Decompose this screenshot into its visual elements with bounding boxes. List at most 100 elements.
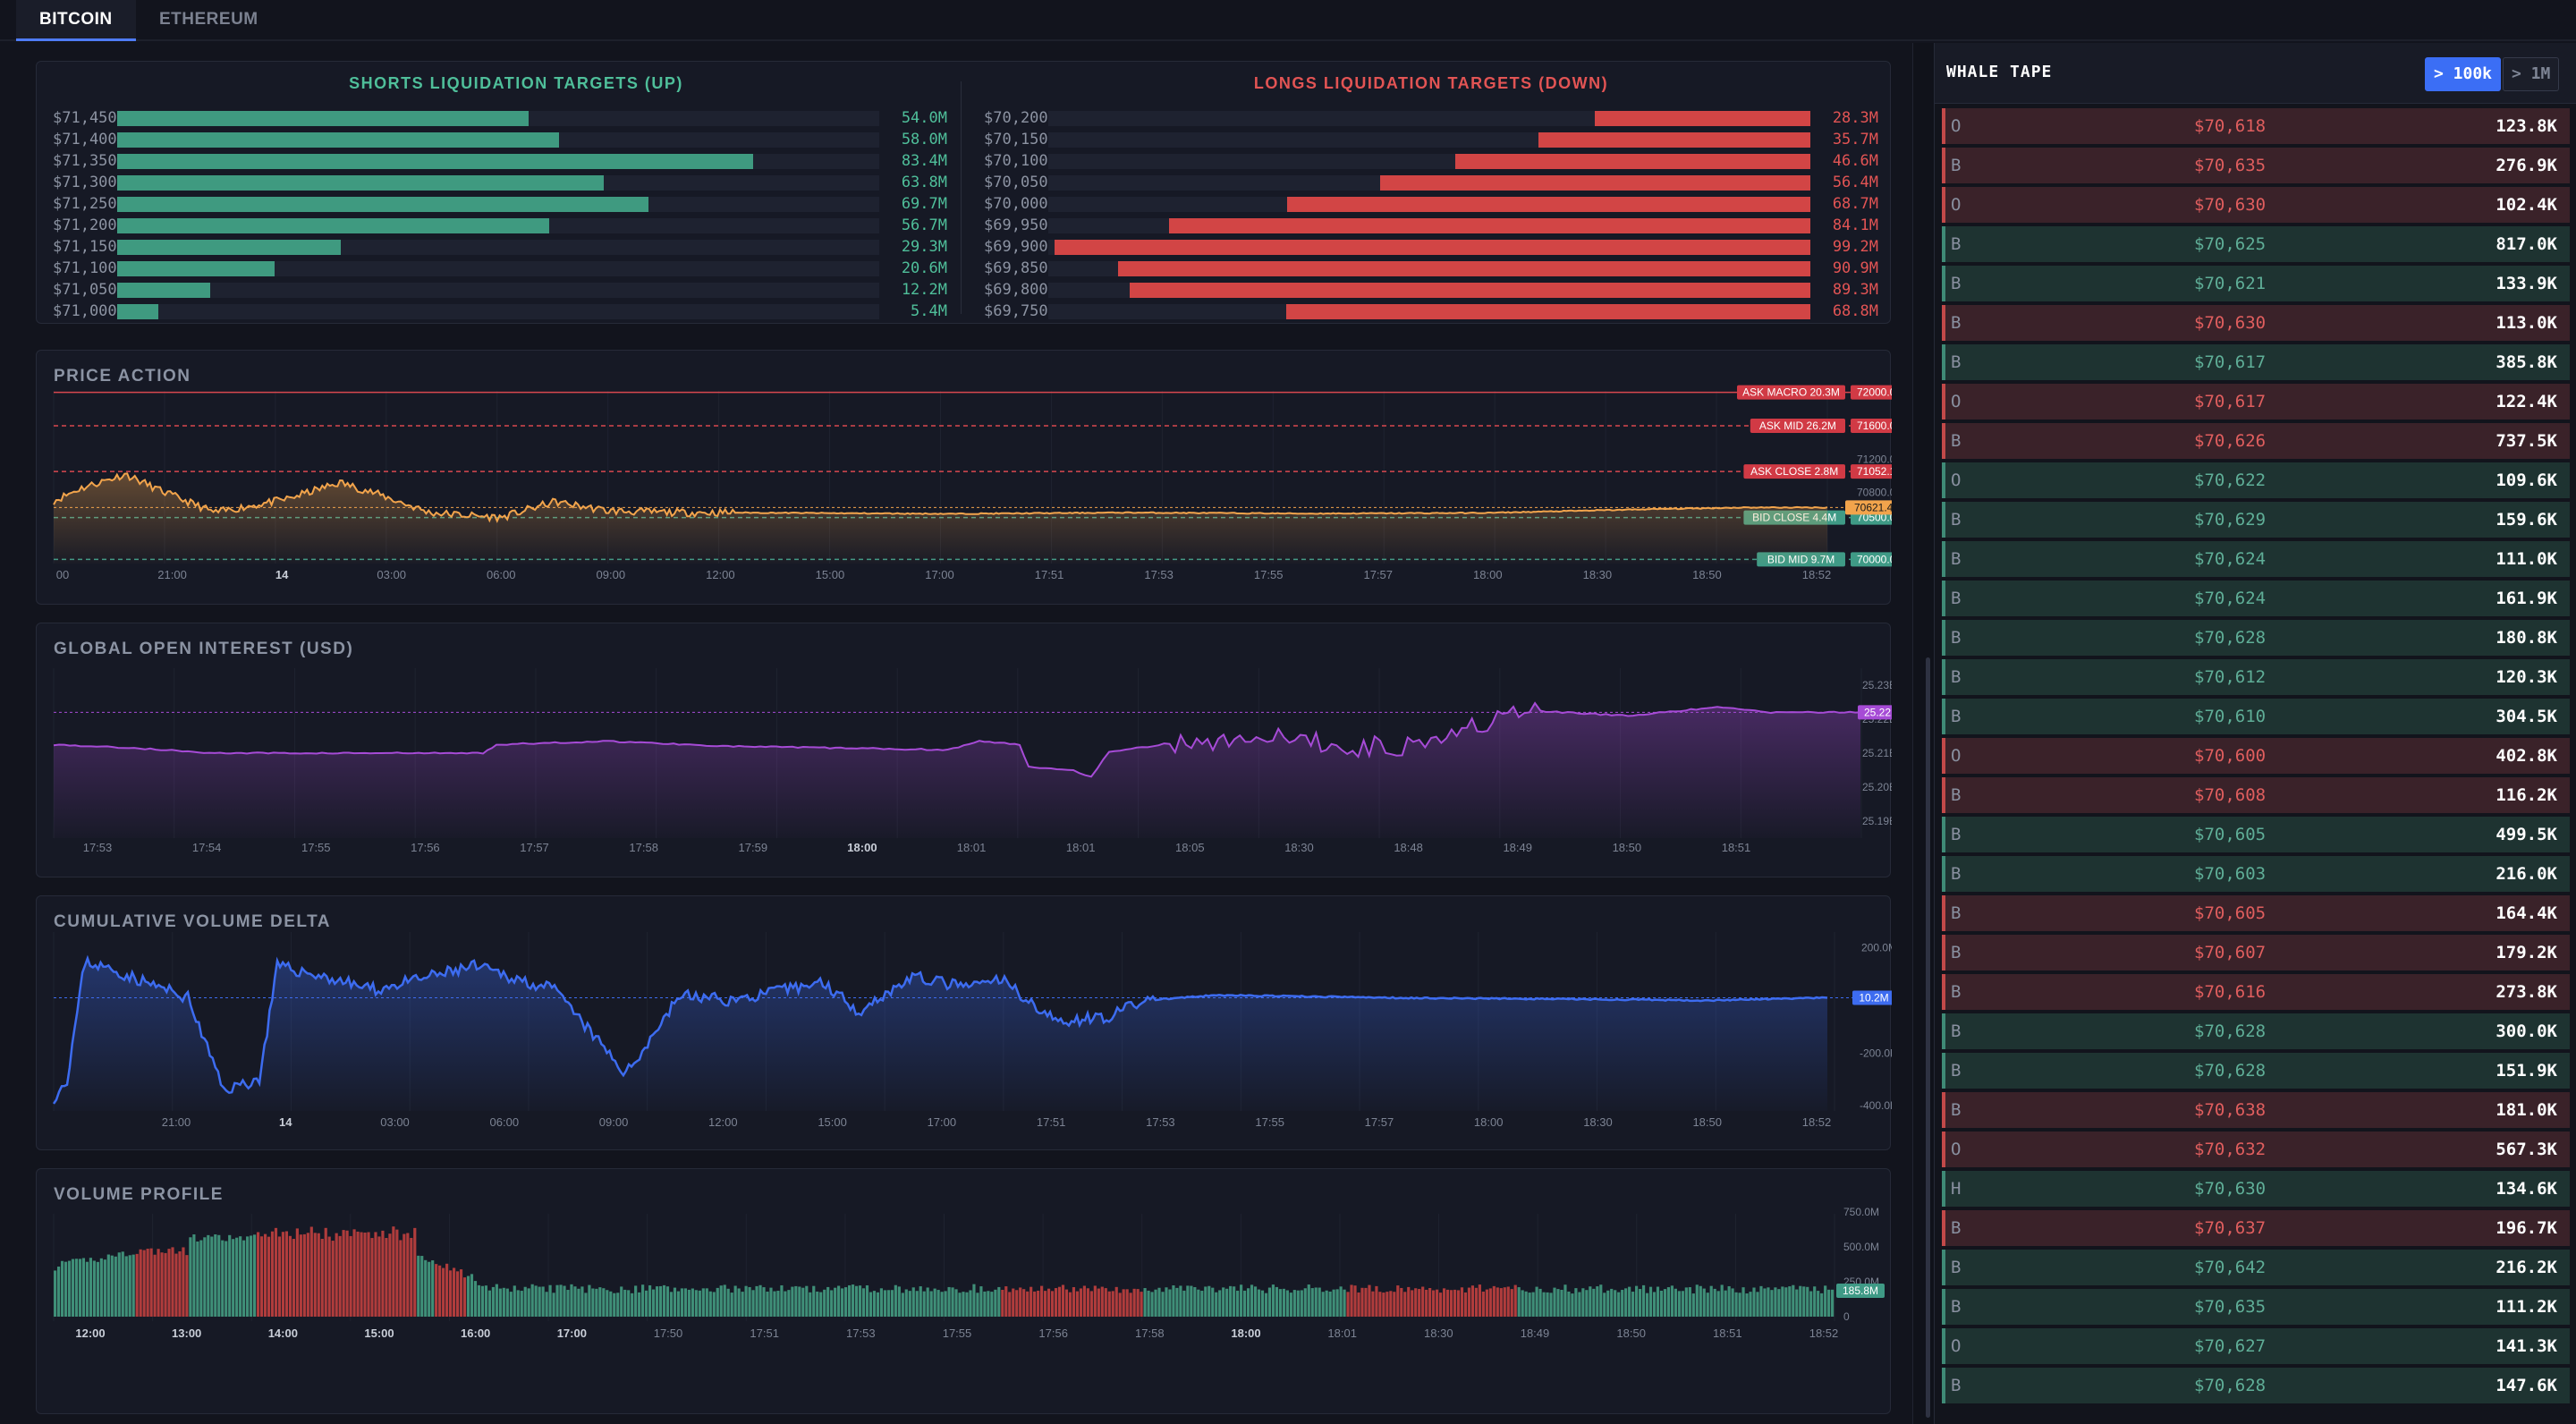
- volume-bar: [1784, 1287, 1788, 1317]
- x-tick-label: 14: [275, 568, 289, 581]
- whale-trade-row[interactable]: B $70,626 737.5K: [1942, 423, 2570, 459]
- volume-bar: [1617, 1292, 1621, 1317]
- whale-trade-row[interactable]: B $70,603 216.0K: [1942, 856, 2570, 892]
- volume-bar: [1411, 1290, 1414, 1317]
- whale-trade-row[interactable]: B $70,605 164.4K: [1942, 895, 2570, 931]
- open-interest-chart[interactable]: 25.23B25.22B25.21B25.20B25.19B25.22B17:5…: [37, 623, 1892, 878]
- shorts-liquidation-bar: [117, 111, 530, 126]
- volume-bar: [1535, 1286, 1538, 1317]
- current-cvd-badge-bg: [1852, 990, 1892, 1005]
- volume-bar: [758, 1284, 762, 1317]
- whale-trade-row[interactable]: O $70,627 141.3K: [1942, 1328, 2570, 1364]
- volume-bar: [933, 1288, 936, 1317]
- y-tick-label: 750.0M: [1843, 1206, 1879, 1218]
- volume-bar: [146, 1249, 149, 1317]
- volume-bar: [577, 1288, 580, 1317]
- whale-trade-row[interactable]: O $70,600 402.8K: [1942, 738, 2570, 774]
- volume-bar: [1253, 1286, 1258, 1317]
- whale-trade-row[interactable]: O $70,630 102.4K: [1942, 187, 2570, 223]
- trade-price: $70,622: [2194, 470, 2267, 490]
- whale-trade-row[interactable]: B $70,612 120.3K: [1942, 659, 2570, 695]
- whale-trade-row[interactable]: B $70,617 385.8K: [1942, 344, 2570, 380]
- trade-size: 276.9K: [2496, 156, 2557, 175]
- whale-trade-row[interactable]: H $70,630 134.6K: [1942, 1171, 2570, 1207]
- volume-bar: [1289, 1293, 1292, 1317]
- trade-exchange: B: [1951, 274, 1962, 293]
- volume-bar: [210, 1236, 214, 1317]
- whale-trade-row[interactable]: B $70,616 273.8K: [1942, 974, 2570, 1010]
- whale-trade-row[interactable]: B $70,628 147.6K: [1942, 1368, 2570, 1403]
- volume-bar: [1357, 1292, 1360, 1317]
- whale-trade-row[interactable]: B $70,635 276.9K: [1942, 148, 2570, 183]
- filter-100k-button[interactable]: > 100k: [2425, 57, 2502, 91]
- volume-bar: [1781, 1286, 1784, 1317]
- whale-trade-row[interactable]: B $70,624 161.9K: [1942, 581, 2570, 616]
- volume-bar: [908, 1291, 911, 1317]
- whale-trade-row[interactable]: B $70,608 116.2K: [1942, 777, 2570, 813]
- whale-trade-row[interactable]: B $70,629 159.6K: [1942, 502, 2570, 538]
- volume-bar: [442, 1267, 445, 1317]
- shorts-liquidation-row: $71,400 58.0M: [53, 130, 956, 149]
- liquidation-bar-track: [117, 218, 879, 233]
- scrollbar-thumb[interactable]: [1926, 657, 1930, 1418]
- whale-trade-row[interactable]: B $70,642 216.2K: [1942, 1250, 2570, 1285]
- volume-bar: [936, 1290, 940, 1317]
- volume-bar: [1111, 1291, 1114, 1317]
- filter-1m-button[interactable]: > 1M: [2503, 57, 2560, 91]
- volume-bar: [658, 1285, 663, 1317]
- volume-bar: [969, 1290, 972, 1317]
- volume-bar: [252, 1234, 257, 1317]
- whale-trade-row[interactable]: B $70,628 300.0K: [1942, 1013, 2570, 1049]
- whale-trade-row[interactable]: B $70,605 499.5K: [1942, 817, 2570, 852]
- whale-trade-row[interactable]: O $70,617 122.4K: [1942, 384, 2570, 420]
- volume-bar: [1695, 1284, 1699, 1317]
- volume-bar: [117, 1252, 121, 1317]
- whale-trade-row[interactable]: B $70,621 133.9K: [1942, 266, 2570, 301]
- liquidation-value: 89.3M: [1832, 281, 1878, 299]
- volume-bar: [744, 1285, 748, 1317]
- volume-bar: [1353, 1285, 1357, 1317]
- volume-bar: [1393, 1292, 1396, 1317]
- volume-profile-title: VOLUME PROFILE: [54, 1185, 224, 1204]
- liquidation-value: 12.2M: [901, 281, 947, 299]
- whale-trade-row[interactable]: B $70,624 111.0K: [1942, 541, 2570, 577]
- tab-bitcoin[interactable]: BITCOIN: [16, 0, 136, 41]
- trade-exchange: B: [1951, 1021, 1962, 1041]
- trade-price: $70,624: [2194, 549, 2267, 569]
- whale-trade-row[interactable]: O $70,622 109.6K: [1942, 462, 2570, 498]
- whale-trade-row[interactable]: B $70,630 113.0K: [1942, 305, 2570, 341]
- whale-trade-row[interactable]: B $70,628 180.8K: [1942, 620, 2570, 656]
- whale-trade-row[interactable]: B $70,638 181.0K: [1942, 1092, 2570, 1128]
- x-tick-label: 18:30: [1583, 568, 1613, 581]
- whale-trade-row[interactable]: B $70,625 817.0K: [1942, 226, 2570, 262]
- whale-trade-row[interactable]: B $70,635 111.2K: [1942, 1289, 2570, 1325]
- volume-bar: [428, 1261, 431, 1317]
- volume-bar: [1524, 1291, 1528, 1317]
- volume-bar: [167, 1249, 171, 1317]
- volume-bar: [466, 1276, 470, 1317]
- trade-exchange: B: [1951, 785, 1962, 805]
- price-line: [53, 472, 1828, 523]
- volume-bar: [1292, 1290, 1296, 1317]
- volume-bar: [1215, 1292, 1218, 1317]
- whale-trade-row[interactable]: B $70,637 196.7K: [1942, 1210, 2570, 1246]
- whale-trade-row[interactable]: O $70,618 123.8K: [1942, 108, 2570, 144]
- whale-trade-row[interactable]: B $70,628 151.9K: [1942, 1053, 2570, 1089]
- trade-exchange: O: [1951, 1336, 1962, 1356]
- volume-bar: [780, 1284, 784, 1317]
- volume-bar: [620, 1286, 623, 1317]
- trade-price: $70,628: [2194, 1061, 2267, 1081]
- x-tick-label: 17:00: [557, 1327, 587, 1340]
- trade-price: $70,635: [2194, 1297, 2267, 1317]
- volume-bar: [495, 1284, 498, 1317]
- tab-ethereum[interactable]: ETHEREUM: [159, 10, 258, 29]
- price-action-chart[interactable]: ASK MACRO 20.3M 72000.00 ASK MID 26.2M 7160…: [37, 351, 1892, 606]
- whale-trade-row[interactable]: B $70,607 179.2K: [1942, 935, 2570, 971]
- whale-trade-row[interactable]: O $70,632 567.3K: [1942, 1132, 2570, 1167]
- cvd-chart[interactable]: 200.0M -200.0M -400.0M 10.2M 21:00 14 03:00 06:…: [37, 896, 1892, 1151]
- whale-trade-row[interactable]: B $70,610 304.5K: [1942, 699, 2570, 734]
- volume-bar: [712, 1292, 716, 1317]
- liquidation-price: $71,250: [53, 195, 117, 213]
- volume-bar: [809, 1292, 812, 1317]
